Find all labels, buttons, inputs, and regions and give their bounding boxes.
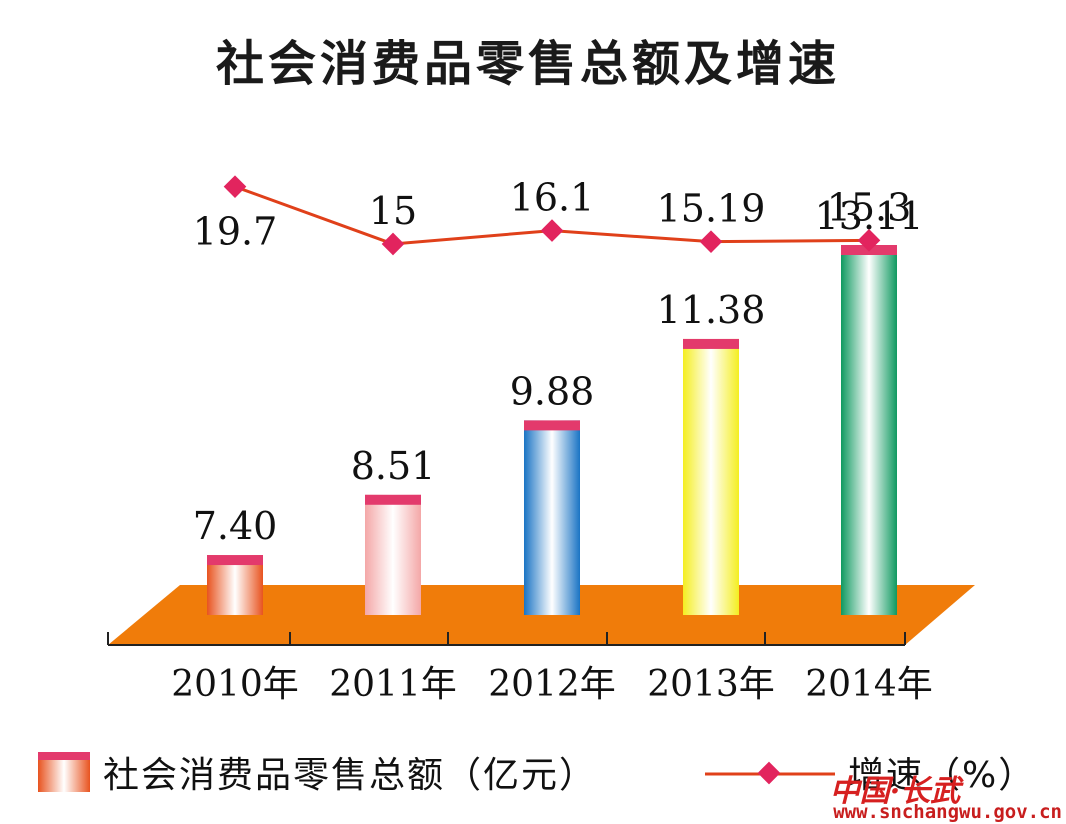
growth-value-label: 15.3 bbox=[827, 185, 912, 229]
growth-marker bbox=[223, 175, 247, 198]
growth-marker bbox=[699, 230, 723, 253]
growth-marker bbox=[540, 219, 564, 242]
growth-value-label: 15.19 bbox=[657, 187, 766, 231]
category-label: 2012年 bbox=[488, 664, 616, 705]
watermark-logo: 中国·长武 bbox=[830, 774, 964, 809]
legend-line-marker bbox=[757, 761, 781, 785]
bar-cap bbox=[207, 555, 263, 566]
category-label: 2010年 bbox=[171, 664, 299, 705]
growth-value-label: 16.1 bbox=[510, 176, 595, 220]
bar-value-label: 9.88 bbox=[510, 369, 595, 413]
growth-value-label: 15 bbox=[369, 189, 417, 233]
growth-marker bbox=[381, 232, 405, 256]
category-label: 2013年 bbox=[647, 664, 775, 705]
legend-bar-label: 社会消费品零售总额（亿元） bbox=[103, 755, 597, 796]
bar-2014年 bbox=[841, 245, 897, 615]
bar-cap bbox=[524, 420, 580, 431]
bar-cap bbox=[365, 494, 421, 505]
legend-line-label: 增速（%） bbox=[848, 755, 1036, 796]
growth-value-label: 19.7 bbox=[193, 210, 278, 254]
category-labels: 2010年 2011年 2012年 2013年 2014年 bbox=[171, 664, 933, 705]
bar-value-label: 8.51 bbox=[351, 444, 436, 488]
category-label: 2014年 bbox=[805, 664, 933, 705]
bar-cap bbox=[683, 338, 739, 349]
x-axis-ticks bbox=[107, 632, 906, 645]
category-label: 2011年 bbox=[329, 664, 457, 705]
chart-title: 社会消费品零售总额及增速 bbox=[216, 36, 840, 92]
bar-2011年 bbox=[365, 494, 421, 615]
watermark: 中国·长武 www.snchangwu.gov.cn bbox=[830, 774, 1062, 823]
watermark-url: www.snchangwu.gov.cn bbox=[833, 801, 1062, 823]
bar-value-label: 7.40 bbox=[193, 504, 278, 548]
legend-bar-swatch-cap bbox=[38, 752, 90, 760]
bar-2012年 bbox=[524, 420, 580, 615]
bars bbox=[207, 245, 897, 615]
bar-2013年 bbox=[683, 338, 739, 615]
legend: 社会消费品零售总额（亿元） 增速（%） bbox=[38, 752, 1036, 796]
growth-labels: 19.7 15 16.1 15.19 15.3 bbox=[193, 176, 912, 254]
bar-value-label: 11.38 bbox=[657, 288, 766, 332]
